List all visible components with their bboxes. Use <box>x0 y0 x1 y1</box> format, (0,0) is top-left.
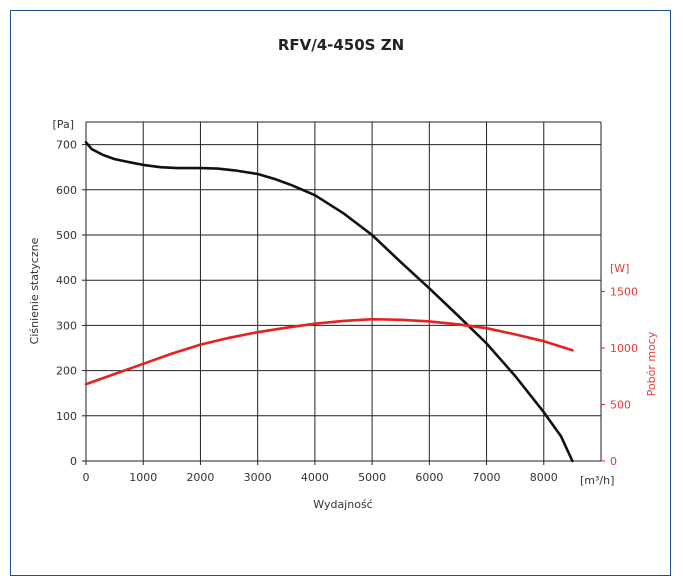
y2-unit-label: [W] <box>610 262 629 275</box>
x-tick-label: 2000 <box>186 471 214 484</box>
chart-frame <box>10 10 671 576</box>
x-tick-label: 1000 <box>129 471 157 484</box>
y-tick-label: 200 <box>56 365 77 378</box>
x-tick-label: 4000 <box>301 471 329 484</box>
static-pressure-line <box>84 141 574 463</box>
chart-title: RFV/4-450S ZN <box>278 36 404 54</box>
y-tick-label: 300 <box>56 319 77 332</box>
x-tick-label: 3000 <box>244 471 272 484</box>
y2-tick-label: 500 <box>610 399 631 412</box>
series-layer <box>84 141 574 463</box>
y2-axis-label: Pobór mocy <box>645 331 658 396</box>
x-tick-label: 8000 <box>530 471 558 484</box>
y-tick-label: 700 <box>56 139 77 152</box>
grid <box>85 121 602 462</box>
y2-tick-label: 0 <box>610 455 617 468</box>
x-tick-label: 7000 <box>473 471 501 484</box>
y-axis-label: Ciśnienie statyczne <box>28 237 41 344</box>
y-tick-label: 500 <box>56 229 77 242</box>
power-consumption-line <box>84 317 574 386</box>
x-tick-label: 0 <box>83 471 90 484</box>
ticks: 0 1000 2000 3000 4000 5000 6000 7000 80000100200… <box>56 139 638 484</box>
y-tick-label: 600 <box>56 184 77 197</box>
y2-tick-label: 1000 <box>610 342 638 355</box>
y2-tick-label: 1500 <box>610 286 638 299</box>
x-tick-label: 6000 <box>415 471 443 484</box>
x-unit-label: [m³/h] <box>580 474 614 487</box>
y-tick-label: 400 <box>56 274 77 287</box>
y-unit-label: [Pa] <box>53 118 74 131</box>
x-tick-label: 5000 <box>358 471 386 484</box>
x-axis-label: Wydajność <box>313 498 372 511</box>
y-tick-label: 0 <box>70 455 77 468</box>
y-tick-label: 100 <box>56 410 77 423</box>
